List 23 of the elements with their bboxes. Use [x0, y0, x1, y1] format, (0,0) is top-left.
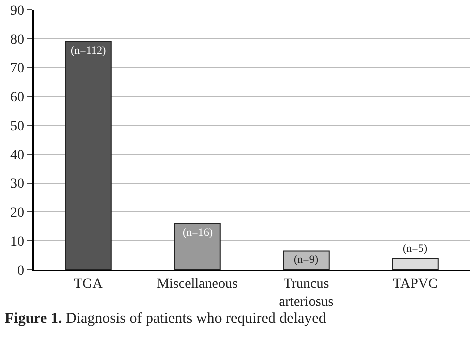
bar: [65, 41, 112, 270]
caption: Figure 1. Diagnosis of patients who required delayed: [5, 311, 327, 327]
bar: [392, 258, 439, 270]
y-tick-label: 20: [10, 206, 24, 222]
annotation: (n=9): [294, 254, 319, 266]
y-tick-label: 40: [10, 148, 24, 164]
bar: [283, 250, 330, 270]
y-tick-label: 0: [17, 264, 24, 279]
x-tick-label: Miscellaneous: [157, 276, 238, 292]
bar: [174, 223, 221, 270]
x-tick-label: Truncus arteriosus: [279, 276, 334, 310]
annotation: (n=5): [403, 243, 428, 255]
y-tick-label: 50: [10, 119, 24, 134]
annotation: (n=112): [71, 45, 106, 57]
y-tick-label: 70: [10, 62, 24, 77]
annotation: (n=16): [183, 227, 214, 239]
y-tick-label: 80: [10, 32, 24, 48]
x-tick-label: TGA: [74, 276, 104, 292]
y-tick-label: 10: [10, 235, 24, 250]
y-tick-label: 30: [10, 177, 24, 192]
y-tick-label: 60: [10, 90, 24, 106]
y-tick-label: 90: [10, 4, 24, 19]
x-tick-label: TAPVC: [393, 276, 438, 292]
